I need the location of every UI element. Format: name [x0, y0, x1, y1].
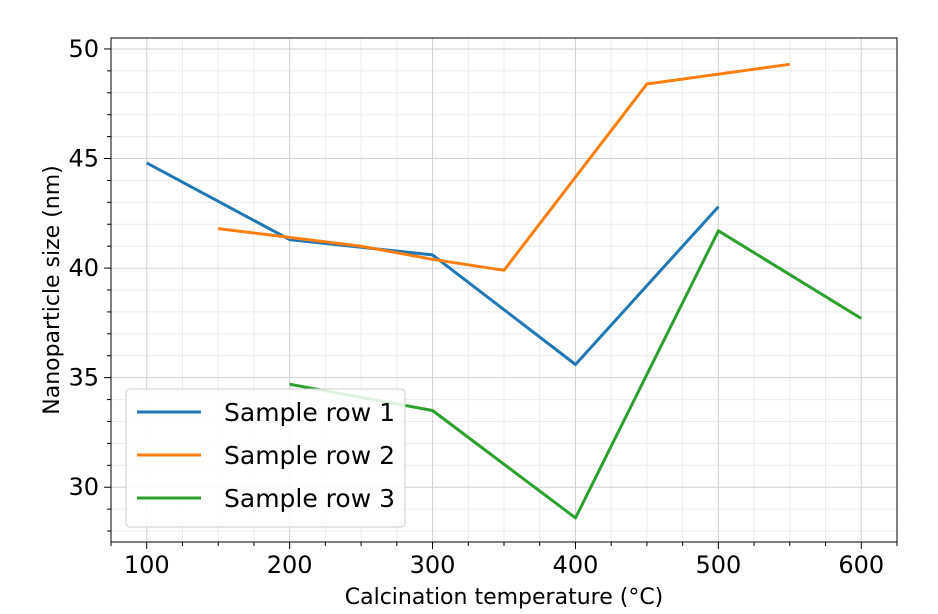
legend-box	[125, 388, 406, 528]
y-tick-label: 50	[68, 35, 99, 63]
legend: Sample row 1 Sample row 2 Sample row 3	[125, 388, 406, 528]
x-tick-label: 200	[267, 551, 313, 579]
y-tick-label: 45	[68, 145, 99, 173]
x-tick-label: 300	[410, 551, 456, 579]
series-line-sample-row-1	[145, 161, 720, 366]
y-tick-labels: 30 35 40 45 50	[68, 35, 99, 501]
x-tick-label: 600	[838, 551, 884, 579]
legend-label-sample-row-1: Sample row 1	[224, 398, 395, 427]
y-axis-title: Nanoparticle size (nm)	[40, 165, 65, 415]
minor-grid	[110, 38, 898, 542]
x-tick-labels: 100 200 300 400 500 600	[124, 551, 884, 579]
x-tick-label: 100	[124, 551, 170, 579]
x-axis-title: Calcination temperature (°C)	[345, 585, 664, 610]
series-line-sample-row-2	[218, 62, 791, 272]
y-tick-label: 30	[68, 473, 99, 501]
legend-label-sample-row-3: Sample row 3	[224, 484, 395, 513]
y-tick-label: 40	[68, 254, 99, 282]
axis-ticks	[104, 48, 898, 549]
legend-label-sample-row-2: Sample row 2	[224, 441, 395, 470]
x-tick-label: 500	[695, 551, 741, 579]
x-tick-label: 400	[553, 551, 599, 579]
y-tick-label: 35	[68, 364, 99, 392]
